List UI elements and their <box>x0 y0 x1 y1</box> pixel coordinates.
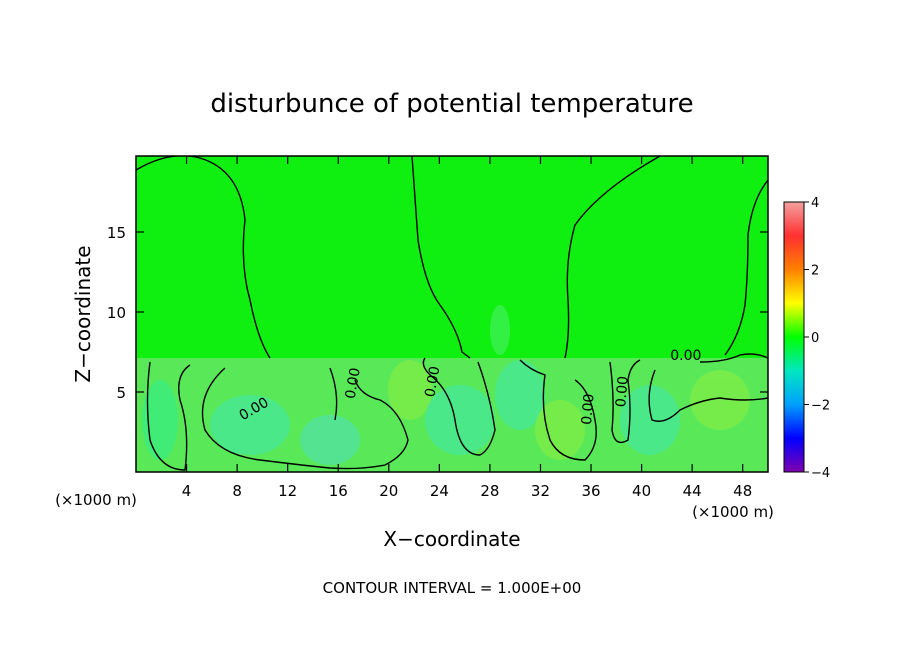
contour-mid-column <box>411 156 471 359</box>
x-tick-label: 12 <box>278 482 297 500</box>
contour-lower-7 <box>648 369 768 422</box>
x-tick-label: 36 <box>581 482 600 500</box>
x-tick-label: 32 <box>531 482 550 500</box>
x-tick-label: 8 <box>232 482 242 500</box>
patch <box>388 360 432 420</box>
x-tick-label: 44 <box>683 482 702 500</box>
contour-label: 0.00 <box>422 365 443 398</box>
colorbar-tick-label: 4 <box>811 196 819 211</box>
patch <box>300 415 360 465</box>
contour-label: 0.00 <box>613 375 632 407</box>
contour-lower-5 <box>519 359 597 461</box>
contour-labels: 0.000.000.000.000.000.00 <box>237 348 702 425</box>
contour-right-edge <box>724 179 768 356</box>
x-unit-label-right: (×1000 m) <box>692 503 774 521</box>
x-tick-label: 28 <box>480 482 499 500</box>
colorbar-tick-label: 0 <box>811 331 819 346</box>
contour-lower-4 <box>422 357 496 456</box>
x-tick-label: 4 <box>182 482 192 500</box>
contour-label: 0.00 <box>343 367 364 400</box>
colorbar-tick-label: −2 <box>811 399 830 414</box>
x-tick-label: 48 <box>733 482 752 500</box>
plot-frame <box>135 155 769 473</box>
x-tick-label: 16 <box>329 482 348 500</box>
y-tick-label: 15 <box>107 224 126 242</box>
plot-area <box>136 156 768 472</box>
patch <box>490 305 510 355</box>
patch <box>495 360 545 430</box>
y-tick-label: 10 <box>107 304 126 322</box>
colorbar-ticks: 4 2 0 −2 −4 <box>804 196 830 481</box>
x-tick-label: 24 <box>430 482 449 500</box>
patch <box>690 370 750 430</box>
y-tick-label: 5 <box>116 384 126 402</box>
colorbar-tick-label: 2 <box>811 264 819 279</box>
turbulent-patches <box>142 305 750 465</box>
contour-left-column <box>136 156 271 359</box>
x-axis-label: X−coordinate <box>383 527 520 551</box>
upper-field <box>136 156 768 358</box>
y-axis-label: Z−coordinate <box>71 245 95 382</box>
colorbar-tick-label: −4 <box>811 466 830 481</box>
chart-title: disturbunce of potential temperature <box>210 89 693 119</box>
patch <box>142 380 178 460</box>
patch <box>620 385 680 455</box>
contour-right-column <box>564 156 661 359</box>
contour-lower-3 <box>329 367 338 421</box>
contour-interval-text: CONTOUR INTERVAL = 1.000E+00 <box>323 579 582 597</box>
y-axis: 5 10 15 <box>107 224 768 402</box>
colorbar <box>783 201 805 473</box>
patch <box>535 400 585 460</box>
contour-label: 0.00 <box>579 393 598 425</box>
contour-lower-1 <box>146 361 191 471</box>
contour-label: 0.00 <box>670 348 701 364</box>
patch <box>210 395 290 455</box>
x-tick-label: 40 <box>632 482 651 500</box>
x-axis: 4 8 12 16 20 24 28 32 36 40 44 48 <box>182 156 752 500</box>
x-tick-label: 20 <box>379 482 398 500</box>
contour-lower-6 <box>609 359 641 444</box>
x-unit-label-left: (×1000 m) <box>55 491 137 509</box>
contour-lower-2 <box>201 367 409 470</box>
contour-lower-8 <box>699 353 768 363</box>
contour-lines <box>136 156 768 471</box>
patch <box>425 385 495 455</box>
